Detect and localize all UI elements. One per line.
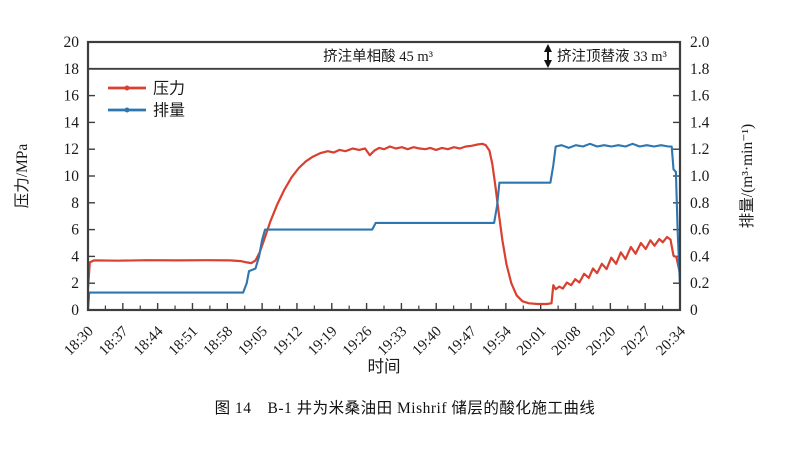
y-right-tick-label: 1.2 (690, 141, 709, 158)
y-left-tick-label: 14 (64, 114, 80, 131)
figure-caption: 图 14 B-1 井为米桑油田 Mishrif 储层的酸化施工曲线 (214, 400, 596, 417)
annotations-layer: 挤注单相酸 45 m³ 挤注顶替液 33 m³ (323, 44, 668, 68)
x-tick-label: 20:08 (549, 324, 584, 359)
stage-divider-arrow-down-head (543, 60, 552, 68)
x-tick-label: 19:33 (375, 324, 410, 359)
legend-marker-dot (124, 85, 130, 91)
legend-label: 压力 (153, 80, 185, 98)
y-right-tick-label: 0 (690, 302, 698, 319)
y-right-tick-label: 1.8 (690, 61, 710, 78)
x-tick-label: 20:01 (514, 324, 549, 359)
stage-divider-arrow-up-head (543, 44, 552, 52)
x-tick-label: 19:40 (410, 324, 445, 359)
x-tick-label: 19:47 (444, 323, 480, 359)
pressure-line (86, 142, 682, 306)
y-right-tick-label: 0.6 (690, 222, 710, 239)
y-left-tick-label: 20 (64, 34, 80, 51)
legend-item: 压力 (108, 80, 185, 98)
y-right-tick-label: 2.0 (690, 34, 710, 51)
plot-border (86, 40, 682, 312)
legend-marker-dot (124, 107, 130, 113)
x-tick-label: 19:26 (340, 323, 376, 359)
series-layer (86, 142, 682, 312)
y-left-tick-label: 4 (71, 248, 79, 265)
y-right-tick-label: 1.6 (690, 88, 710, 105)
y-right-tick-label: 0.2 (690, 275, 709, 292)
x-tick-label: 18:58 (201, 324, 236, 359)
y-right-tick-label: 1.4 (690, 114, 710, 131)
legend-item: 排量 (108, 102, 185, 120)
stage-annotation-text: 挤注顶替液 33 m³ (557, 48, 668, 65)
x-tick-label: 19:54 (479, 323, 515, 359)
y-right-tick-label: 0.8 (690, 195, 710, 212)
rate-line (86, 142, 682, 312)
acidizing-job-chart: 0 2 4 6 8 10 12 14 16 18 20 0 0.2 0.4 0.6 0.8 1.0 1.2 1.4 1… (13, 34, 756, 376)
x-tick-label: 19:05 (235, 324, 270, 359)
y-left-tick-label: 10 (64, 168, 80, 185)
x-tick-label: 20:20 (584, 324, 619, 359)
y-axis-label-right: 排量/(m³·min⁻¹) (738, 124, 756, 228)
y-left-tick-label: 0 (71, 302, 79, 319)
stage-annotation-text: 挤注单相酸 45 m³ (323, 48, 434, 65)
x-tick-label: 18:44 (131, 323, 167, 359)
y-left-tick-label: 2 (71, 275, 79, 292)
y-left-tick-label: 16 (64, 88, 80, 105)
x-tick-label: 19:19 (305, 324, 340, 359)
y-right-tick-label: 1.0 (690, 168, 710, 185)
x-tick-label: 18:30 (61, 324, 96, 359)
x-tick-label: 18:51 (166, 324, 201, 359)
y-left-tick-label: 18 (64, 61, 80, 78)
y-left-tick-label: 8 (71, 195, 79, 212)
x-tick-label: 20:27 (619, 323, 655, 359)
legend-label: 排量 (153, 102, 185, 120)
y-left-tick-label: 6 (71, 222, 79, 239)
y-axis-label-left: 压力/MPa (13, 144, 31, 209)
x-tick-label: 18:37 (96, 323, 132, 359)
x-tick-label: 19:12 (270, 324, 305, 359)
x-tick-label: 20:34 (653, 323, 689, 359)
x-axis-label: 时间 (368, 357, 401, 376)
y-right-tick-label: 0.4 (690, 248, 710, 265)
y-left-tick-label: 12 (64, 141, 80, 158)
